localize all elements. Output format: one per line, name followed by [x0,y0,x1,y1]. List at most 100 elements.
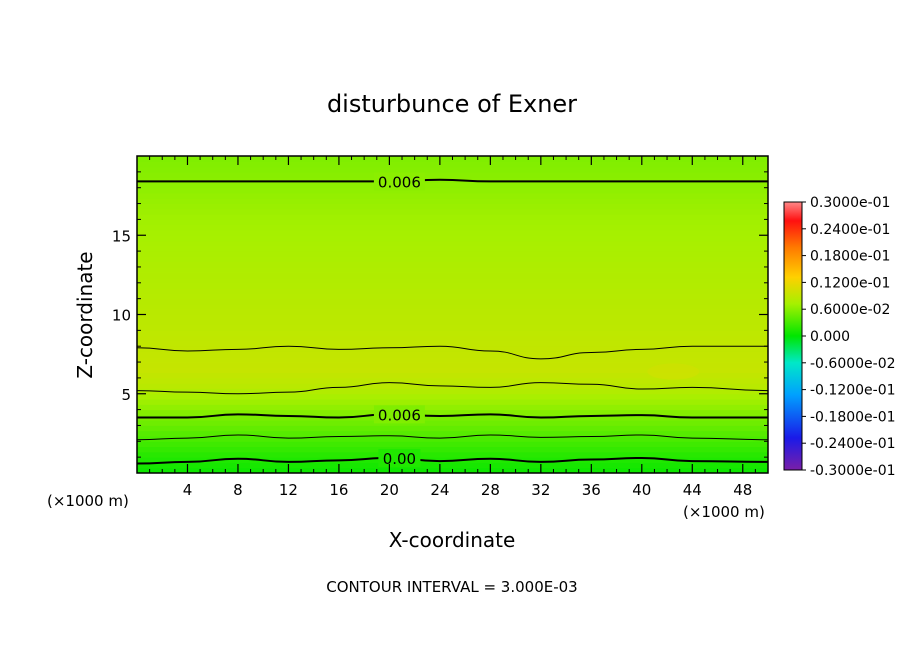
field-band [137,287,768,294]
contour-line [137,382,768,395]
field-band [137,319,768,326]
field-band [137,361,768,368]
field-band [137,340,768,347]
field-band [137,303,768,310]
y-tick-label: 5 [121,386,131,404]
x-unit-right: (×1000 m) [683,503,765,521]
x-tick-label: 32 [531,481,550,499]
x-tick-label: 44 [683,481,702,499]
field-band [137,393,768,400]
colorbar-label: 0.000 [810,329,850,345]
x-unit-left: (×1000 m) [47,492,129,510]
colorbar [783,201,803,471]
contour-label-bg [373,172,425,191]
field-band [137,234,768,242]
field-band [137,329,768,337]
field-band [137,187,768,194]
x-tick-label: 16 [329,481,348,499]
colorbar-label: 0.2400e-01 [810,222,890,238]
field-band [137,261,768,268]
field-band [137,398,768,405]
y-axis: 5 10 15 [112,171,768,458]
contour-layer: 0.00 0.006 0.006 [137,172,768,468]
field-band [137,414,768,421]
field-band [137,266,768,273]
field-band [137,430,768,437]
contour-line [137,434,768,441]
field-band [137,292,768,300]
x-tick-label: 20 [380,481,399,499]
colorbar-label: -0.1800e-01 [810,409,896,425]
x-tick-label: 8 [233,481,243,499]
x-axis: 4 8 12 16 20 24 28 32 36 40 44 48 [149,156,756,499]
colorbar-label: 0.6000e-02 [810,302,890,318]
field-band [137,271,768,279]
field-band [137,387,768,395]
x-tick-label: 28 [481,481,500,499]
y-tick-label: 15 [112,227,131,245]
contour-label-bg [378,448,421,467]
contour-interval-note: CONTOUR INTERVAL = 3.000E-03 [326,578,577,596]
field-band [137,166,768,173]
field-band [137,350,768,358]
field-band [137,324,768,331]
y-tick-label: 10 [112,307,131,325]
field-band [137,409,768,416]
field-band [137,424,768,432]
field-band [137,456,768,463]
field-layer [137,156,768,473]
x-tick-label: 24 [430,481,449,499]
contour-line [137,345,768,360]
field-band [137,181,768,189]
x-tick-label: 36 [582,481,601,499]
field-band [137,240,768,247]
field-band [137,208,768,215]
x-tick-label: 12 [279,481,298,499]
field-band [137,440,768,448]
colorbar-label: -0.3000e-01 [810,463,896,479]
colorbar-label: -0.2400e-01 [810,436,896,452]
y-axis-label: Z-coordinate [73,251,97,378]
field-band [137,192,768,199]
contour-label-bg [373,405,425,424]
contour-label: 0.006 [378,173,421,191]
field-band [137,218,768,226]
colorbar-label: 0.3000e-01 [810,195,890,211]
field-band [137,277,768,284]
contour-line [137,178,768,183]
x-axis-label: X-coordinate [389,528,516,552]
contour-label: 0.00 [383,450,416,468]
field-band [137,403,768,411]
colorbar-label: 0.1800e-01 [810,249,890,265]
field-maximum-patch [647,363,700,380]
colorbar-label: -0.1200e-01 [810,383,896,399]
field-band [137,160,768,168]
field-band [137,419,768,426]
field-band [137,372,768,379]
field-band [137,250,768,257]
field-band [137,345,768,352]
x-tick-label: 40 [632,481,651,499]
field-band [137,451,768,458]
field-band [137,213,768,220]
colorbar-label: 0.1200e-01 [810,275,890,291]
field-band [137,356,768,363]
field-band [137,435,768,442]
field-band [137,282,768,289]
field-band [137,314,768,321]
colorbar-label: -0.6000e-02 [810,356,896,372]
x-tick-label: 48 [733,481,752,499]
field-band [137,377,768,384]
field-band [137,255,768,263]
field-band [137,229,768,236]
field-band [137,197,768,205]
field-band [137,335,768,342]
chart-title: disturbunce of Exner [327,90,577,118]
field-band [137,366,768,374]
field-band [137,308,768,315]
x-tick-label: 4 [183,481,193,499]
field-band [137,461,768,469]
field-band [137,245,768,252]
contour-line [137,456,768,465]
